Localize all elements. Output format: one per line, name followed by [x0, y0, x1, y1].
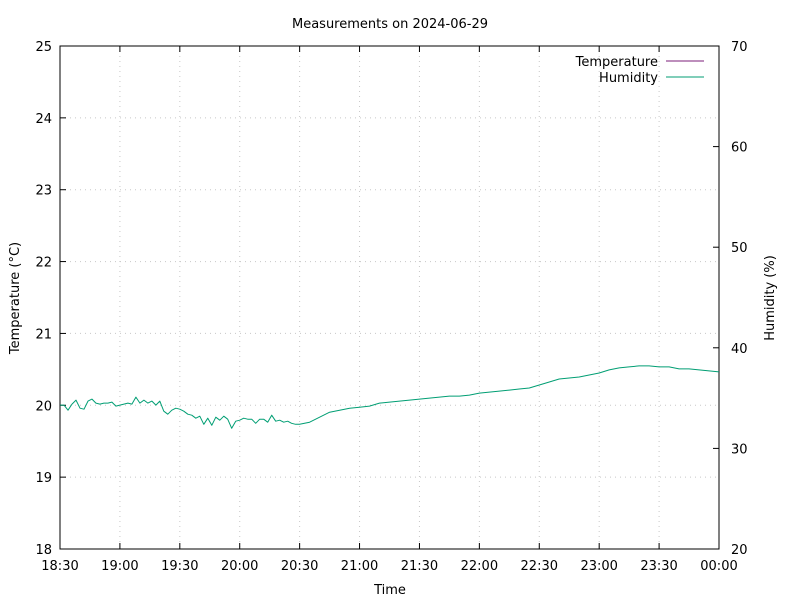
y-tick-label: 23	[35, 184, 52, 199]
x-tick-label: 20:00	[221, 559, 258, 574]
legend-label-humidity: Humidity	[599, 71, 658, 86]
x-tick-label: 21:00	[341, 559, 378, 574]
series-line-humidity	[60, 365, 720, 429]
x-tick-label: 20:30	[281, 559, 318, 574]
y-tick-label: 20	[35, 399, 52, 414]
x-tick-label: 19:00	[101, 559, 138, 574]
y2-tick-label: 40	[731, 342, 748, 357]
y2-tick-label: 60	[731, 141, 748, 156]
x-tick-label: 18:30	[41, 559, 78, 574]
y-tick-label: 19	[35, 471, 52, 486]
plot-frame	[59, 45, 720, 550]
y-axis-label: Temperature (°C)	[8, 242, 23, 355]
legend-label-temperature: Temperature	[575, 55, 658, 70]
x-tick-label: 23:00	[580, 559, 617, 574]
chart-title: Measurements on 2024-06-29	[292, 17, 488, 32]
y2-tick-label: 20	[731, 543, 748, 558]
x-tick-label: 19:30	[161, 559, 198, 574]
x-tick-label: 22:30	[521, 559, 558, 574]
x-axis-label: Time	[373, 583, 406, 598]
y-tick-label: 24	[35, 112, 52, 127]
series-layer	[60, 365, 720, 429]
x-tick-label: 23:30	[640, 559, 677, 574]
y-tick-label: 22	[35, 256, 52, 271]
x-tick-label: 21:30	[401, 559, 438, 574]
y-tick-label: 21	[35, 327, 52, 342]
y2-tick-label: 30	[731, 442, 748, 457]
y2-tick-label: 50	[731, 241, 748, 256]
x-tick-label: 00:00	[700, 559, 737, 574]
y2-axis-label: Humidity (%)	[763, 255, 778, 341]
y-tick-label: 18	[35, 543, 52, 558]
axes: 18:30 19:00 19:30 20:00 20:30 21:00 21:30 22:00…	[35, 40, 747, 574]
y-tick-label: 25	[35, 40, 52, 55]
x-tick-label: 22:00	[461, 559, 498, 574]
y2-tick-label: 70	[731, 40, 748, 55]
